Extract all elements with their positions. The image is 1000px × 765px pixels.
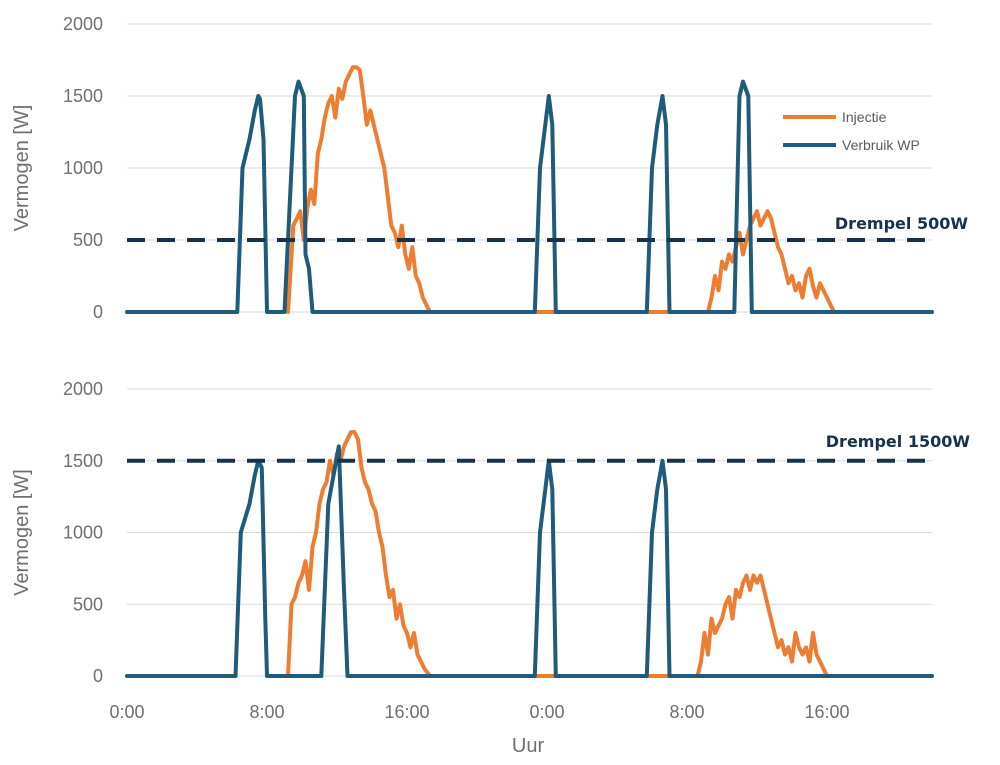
y-tick-label: 1500 — [63, 451, 103, 471]
x-tick-label: 0:00 — [529, 702, 564, 722]
legend-label: Verbruik WP — [842, 137, 920, 153]
y-tick-label: 0 — [93, 666, 103, 686]
threshold-label: Drempel 1500W — [826, 432, 971, 451]
y-axis-title: Vermogen [W] — [11, 105, 33, 232]
y-tick-label: 500 — [73, 594, 103, 614]
x-axis-title: Uur — [512, 735, 545, 757]
x-tick-label: 16:00 — [384, 702, 429, 722]
series-line-injectie — [286, 430, 829, 678]
y-tick-label: 1000 — [63, 523, 103, 543]
y-tick-label: 500 — [73, 230, 103, 250]
y-tick-label: 0 — [93, 302, 103, 322]
y-tick-label: 2000 — [63, 14, 103, 34]
y-tick-label: 2000 — [63, 379, 103, 399]
x-tick-label: 8:00 — [669, 702, 704, 722]
series-line-verbruik — [125, 79, 934, 314]
legend-label: Injectie — [842, 109, 887, 125]
bottom-chart-panel: 0 500 1000 1500 2000 Vermogen [W] 0:00 8:00 16:0… — [11, 379, 970, 722]
series-line-verbruik — [125, 444, 934, 678]
x-tick-label: 0:00 — [109, 702, 144, 722]
x-tick-label: 16:00 — [804, 702, 849, 722]
y-tick-label: 1000 — [63, 158, 103, 178]
legend: Injectie Verbruik WP — [783, 109, 920, 153]
x-tick-label: 8:00 — [249, 702, 284, 722]
threshold-label: Drempel 500W — [835, 214, 968, 233]
y-axis-title: Vermogen [W] — [11, 469, 33, 596]
series-line-injectie — [286, 65, 840, 314]
y-tick-label: 1500 — [63, 86, 103, 106]
top-chart-panel: 0 500 1000 1500 2000 Vermogen [W] Drempel 500W — [11, 14, 968, 322]
